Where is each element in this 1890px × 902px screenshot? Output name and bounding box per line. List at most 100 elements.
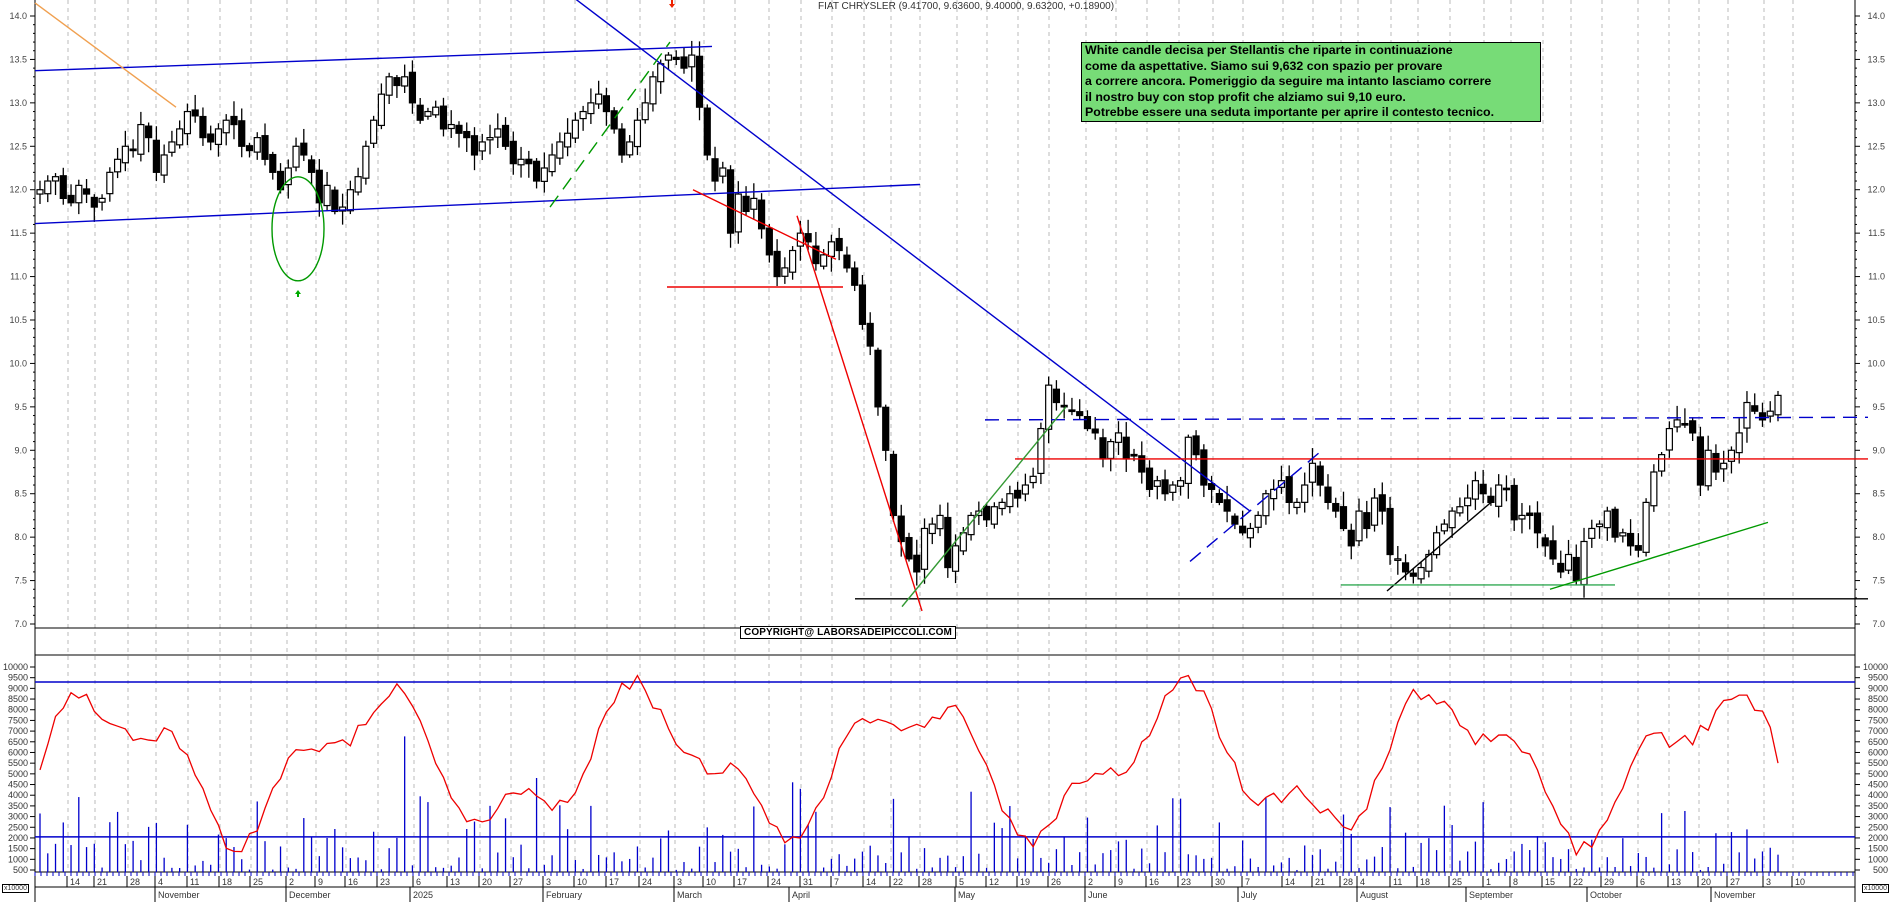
svg-text:30: 30 bbox=[1215, 877, 1225, 887]
svg-text:7: 7 bbox=[834, 877, 839, 887]
svg-text:1000: 1000 bbox=[8, 854, 28, 864]
svg-text:3: 3 bbox=[546, 877, 551, 887]
svg-text:27: 27 bbox=[513, 877, 523, 887]
svg-text:2000: 2000 bbox=[8, 833, 28, 843]
volume-panel bbox=[35, 674, 1855, 872]
svg-text:2000: 2000 bbox=[1868, 833, 1888, 843]
vertical-gridlines bbox=[67, 0, 1794, 872]
svg-text:9500: 9500 bbox=[1868, 673, 1888, 683]
svg-text:7: 7 bbox=[1245, 877, 1250, 887]
svg-text:14: 14 bbox=[866, 877, 876, 887]
svg-text:29: 29 bbox=[1604, 877, 1614, 887]
svg-text:2500: 2500 bbox=[8, 822, 28, 832]
svg-text:12.5: 12.5 bbox=[1867, 141, 1885, 151]
svg-text:1000: 1000 bbox=[1868, 854, 1888, 864]
svg-text:June: June bbox=[1088, 890, 1108, 900]
svg-text:14: 14 bbox=[70, 877, 80, 887]
svg-text:May: May bbox=[958, 890, 976, 900]
svg-text:5500: 5500 bbox=[1868, 758, 1888, 768]
svg-text:16: 16 bbox=[1149, 877, 1159, 887]
x-axis: 14 21 28 4 11 18 25 2 9 16 23 6 13 20 27 3 10 17 24 3 10 17 24… bbox=[34, 872, 1855, 902]
svg-text:April: April bbox=[792, 890, 810, 900]
svg-text:19: 19 bbox=[1020, 877, 1030, 887]
chart-markers bbox=[271, 0, 675, 297]
svg-text:3500: 3500 bbox=[1868, 801, 1888, 811]
svg-text:20: 20 bbox=[1701, 877, 1711, 887]
svg-text:7.5: 7.5 bbox=[1872, 576, 1885, 586]
svg-text:31: 31 bbox=[803, 877, 813, 887]
svg-text:11.0: 11.0 bbox=[10, 272, 27, 282]
svg-text:February: February bbox=[546, 890, 583, 900]
svg-text:26: 26 bbox=[1051, 877, 1061, 887]
svg-text:March: March bbox=[677, 890, 702, 900]
svg-text:10000: 10000 bbox=[1863, 662, 1888, 672]
svg-text:20: 20 bbox=[482, 877, 492, 887]
svg-text:14.0: 14.0 bbox=[9, 11, 27, 21]
annotation-line: come da aspettative. Siamo sui 9,632 con… bbox=[1085, 58, 1443, 73]
svg-text:14: 14 bbox=[1285, 877, 1295, 887]
svg-text:10000: 10000 bbox=[3, 662, 28, 672]
svg-text:7.0: 7.0 bbox=[1872, 619, 1885, 629]
svg-text:4: 4 bbox=[1360, 877, 1365, 887]
annotation-line: il nostro buy con stop profit che alziam… bbox=[1085, 89, 1406, 104]
svg-text:12.0: 12.0 bbox=[1867, 185, 1885, 195]
svg-text:14.0: 14.0 bbox=[1867, 11, 1885, 21]
svg-text:6500: 6500 bbox=[8, 737, 28, 747]
svg-text:7500: 7500 bbox=[8, 715, 28, 725]
svg-text:18: 18 bbox=[222, 877, 232, 887]
svg-text:27: 27 bbox=[1730, 877, 1740, 887]
svg-text:8.5: 8.5 bbox=[14, 489, 27, 499]
svg-text:8500: 8500 bbox=[1868, 694, 1888, 704]
copyright-label: COPYRIGHT@ LABORSADEIPICCOLI.COM bbox=[740, 626, 956, 639]
svg-text:13.0: 13.0 bbox=[1867, 98, 1885, 108]
chart-title: FIAT CHRYSLER (9.41700, 9.63600, 9.40000… bbox=[818, 1, 1115, 12]
svg-text:5000: 5000 bbox=[1868, 769, 1888, 779]
svg-text:9.5: 9.5 bbox=[1872, 402, 1885, 412]
svg-text:September: September bbox=[1469, 890, 1513, 900]
svg-text:4000: 4000 bbox=[1868, 790, 1888, 800]
svg-text:6: 6 bbox=[1640, 877, 1645, 887]
svg-text:11.0: 11.0 bbox=[1868, 272, 1885, 282]
annotation-line: Potrebbe essere una seduta importante pe… bbox=[1085, 105, 1495, 120]
svg-text:10.5: 10.5 bbox=[9, 315, 27, 325]
svg-text:6000: 6000 bbox=[8, 747, 28, 757]
svg-text:8000: 8000 bbox=[8, 705, 28, 715]
svg-text:7000: 7000 bbox=[8, 726, 28, 736]
svg-text:8000: 8000 bbox=[1868, 705, 1888, 715]
svg-text:23: 23 bbox=[380, 877, 390, 887]
svg-text:16: 16 bbox=[348, 877, 358, 887]
svg-text:17: 17 bbox=[737, 877, 747, 887]
volume-unit-label-right: x10000 bbox=[1862, 884, 1889, 893]
svg-text:22: 22 bbox=[893, 877, 903, 887]
svg-text:9: 9 bbox=[318, 877, 323, 887]
svg-text:25: 25 bbox=[253, 877, 263, 887]
svg-text:5000: 5000 bbox=[8, 769, 28, 779]
svg-text:13: 13 bbox=[1671, 877, 1681, 887]
svg-text:August: August bbox=[1360, 890, 1389, 900]
svg-text:4500: 4500 bbox=[1868, 780, 1888, 790]
svg-text:7500: 7500 bbox=[1868, 715, 1888, 725]
trendlines bbox=[34, 0, 1869, 612]
svg-text:12.0: 12.0 bbox=[9, 185, 27, 195]
svg-text:9000: 9000 bbox=[8, 683, 28, 693]
svg-text:23: 23 bbox=[1181, 877, 1191, 887]
svg-text:July: July bbox=[1241, 890, 1258, 900]
svg-text:12.5: 12.5 bbox=[9, 141, 27, 151]
svg-text:12: 12 bbox=[989, 877, 999, 887]
svg-text:8.0: 8.0 bbox=[1872, 532, 1885, 542]
svg-text:5: 5 bbox=[959, 877, 964, 887]
svg-text:2500: 2500 bbox=[1868, 822, 1888, 832]
svg-text:5500: 5500 bbox=[8, 758, 28, 768]
svg-text:8.5: 8.5 bbox=[1872, 489, 1885, 499]
svg-text:2025: 2025 bbox=[413, 890, 433, 900]
svg-text:2: 2 bbox=[1088, 877, 1093, 887]
svg-text:10.0: 10.0 bbox=[9, 358, 27, 368]
svg-text:4: 4 bbox=[158, 877, 163, 887]
axes: 7.0 7.0 7.5 7.5 8.0 8.0 8.5 8.5 9.0 9.0 9.5 9.5 10.0… bbox=[3, 0, 1888, 902]
svg-text:6500: 6500 bbox=[1868, 737, 1888, 747]
svg-text:7.5: 7.5 bbox=[14, 576, 27, 586]
svg-text:11: 11 bbox=[190, 877, 199, 887]
svg-text:22: 22 bbox=[1573, 877, 1583, 887]
svg-text:10: 10 bbox=[577, 877, 587, 887]
